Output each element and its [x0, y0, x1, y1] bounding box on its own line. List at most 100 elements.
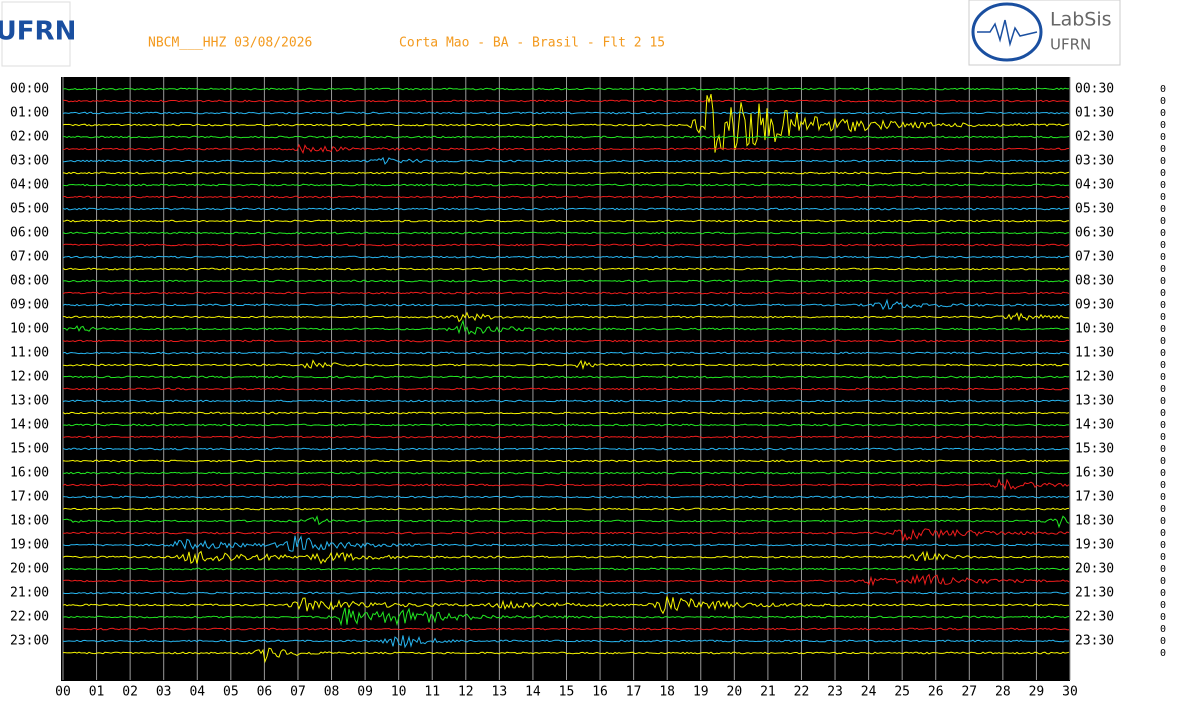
trace: [62, 375, 1070, 379]
logo-frame: [1, 1, 71, 67]
scale-mark: 0: [1160, 504, 1166, 515]
scale-mark: 0: [1160, 360, 1166, 371]
scale-mark: 0: [1160, 216, 1166, 227]
trace: [62, 387, 1070, 391]
scale-mark: 0: [1160, 528, 1166, 539]
x-tick-label: 30: [1062, 685, 1078, 700]
scale-mark: 0: [1160, 564, 1166, 575]
scale-mark: 0: [1160, 120, 1166, 131]
scale-mark: 0: [1160, 132, 1166, 143]
trace: [62, 156, 1070, 165]
scale-mark: 0: [1160, 336, 1166, 347]
scale-mark: 0: [1160, 252, 1166, 263]
row-label-right: 08:30: [1075, 274, 1114, 289]
scale-mark: 0: [1160, 396, 1166, 407]
row-label-left: 06:00: [10, 226, 49, 241]
scale-mark: 0: [1160, 372, 1166, 383]
trace: [62, 535, 1070, 552]
row-label-right: 17:30: [1075, 490, 1114, 505]
row-label-left: 09:00: [10, 298, 49, 313]
row-label-left: 01:00: [10, 106, 49, 121]
x-tick-label: 28: [995, 685, 1011, 700]
trace: [62, 471, 1070, 475]
trace: [62, 267, 1070, 271]
trace: [62, 359, 1070, 370]
row-label-right: 21:30: [1075, 586, 1114, 601]
logo-subtitle: UFRN: [1050, 36, 1091, 54]
x-tick-label: 13: [492, 685, 508, 700]
trace: [62, 351, 1070, 355]
logo-text: UFRN: [0, 17, 76, 47]
trace: [62, 183, 1070, 187]
x-tick-label: 09: [357, 685, 373, 700]
row-label-left: 17:00: [10, 490, 49, 505]
row-label-left: 03:00: [10, 154, 49, 169]
scale-mark: 0: [1160, 204, 1166, 215]
scale-mark: 0: [1160, 108, 1166, 119]
scale-mark: 0: [1160, 456, 1166, 467]
scale-mark: 0: [1160, 240, 1166, 251]
row-label-right: 05:30: [1075, 202, 1114, 217]
row-label-right: 11:30: [1075, 346, 1114, 361]
row-label-left: 23:00: [10, 634, 49, 649]
trace: [62, 319, 1070, 335]
row-label-left: 22:00: [10, 610, 49, 625]
x-tick-label: 29: [1029, 685, 1045, 700]
scale-mark: 0: [1160, 648, 1166, 659]
scale-mark: 0: [1160, 324, 1166, 335]
scale-mark: 0: [1160, 480, 1166, 491]
trace: [62, 311, 1070, 323]
logo-ring: [971, 2, 1043, 62]
row-label-left: 07:00: [10, 250, 49, 265]
station-title: NBCM___HHZ 03/08/2026: [148, 36, 312, 51]
trace: [63, 627, 1069, 631]
x-tick-label: 17: [626, 685, 642, 700]
row-label-right: 13:30: [1075, 394, 1114, 409]
row-label-left: 04:00: [10, 178, 49, 193]
x-tick-label: 12: [458, 685, 474, 700]
row-label-left: 19:00: [10, 538, 49, 553]
trace: [62, 279, 1070, 283]
trace: [62, 478, 1070, 491]
trace: [62, 573, 1070, 587]
trace: [62, 87, 1070, 91]
x-tick-label: 10: [391, 685, 407, 700]
logo-left: UFRN: [0, 1, 76, 67]
row-label-right: 01:30: [1075, 106, 1114, 121]
scale-mark: 0: [1160, 492, 1166, 503]
row-label-left: 20:00: [10, 562, 49, 577]
row-label-right: 04:30: [1075, 178, 1114, 193]
x-tick-label: 26: [928, 685, 944, 700]
row-label-left: 05:00: [10, 202, 49, 217]
logo-frame: [968, 0, 1121, 66]
x-tick-label: 19: [693, 685, 709, 700]
row-label-left: 16:00: [10, 466, 49, 481]
scale-mark: 0: [1160, 180, 1166, 191]
row-label-right: 18:30: [1075, 514, 1114, 529]
row-label-right: 02:30: [1075, 130, 1114, 145]
trace: [62, 567, 1070, 571]
trace: [62, 591, 1070, 595]
row-label-left: 13:00: [10, 394, 49, 409]
scale-mark: 0: [1160, 576, 1166, 587]
row-label-right: 16:30: [1075, 466, 1114, 481]
trace: [62, 459, 1070, 463]
row-label-right: 09:30: [1075, 298, 1114, 313]
row-label-right: 07:30: [1075, 250, 1114, 265]
scale-mark: 0: [1160, 408, 1166, 419]
x-tick-label: 08: [324, 685, 340, 700]
row-label-right: 06:30: [1075, 226, 1114, 241]
scale-mark: 0: [1160, 84, 1166, 95]
scale-mark: 0: [1160, 144, 1166, 155]
scale-mark: 0: [1160, 288, 1166, 299]
scale-mark: 0: [1160, 264, 1166, 275]
row-label-right: 15:30: [1075, 442, 1114, 457]
trace: [62, 550, 1070, 565]
scale-mark: 0: [1160, 600, 1166, 611]
trace: [62, 93, 1069, 153]
x-tick-label: 23: [827, 685, 843, 700]
trace: [62, 231, 1070, 235]
x-tick-label: 07: [290, 685, 306, 700]
row-label-right: 19:30: [1075, 538, 1114, 553]
x-tick-label: 18: [659, 685, 675, 700]
